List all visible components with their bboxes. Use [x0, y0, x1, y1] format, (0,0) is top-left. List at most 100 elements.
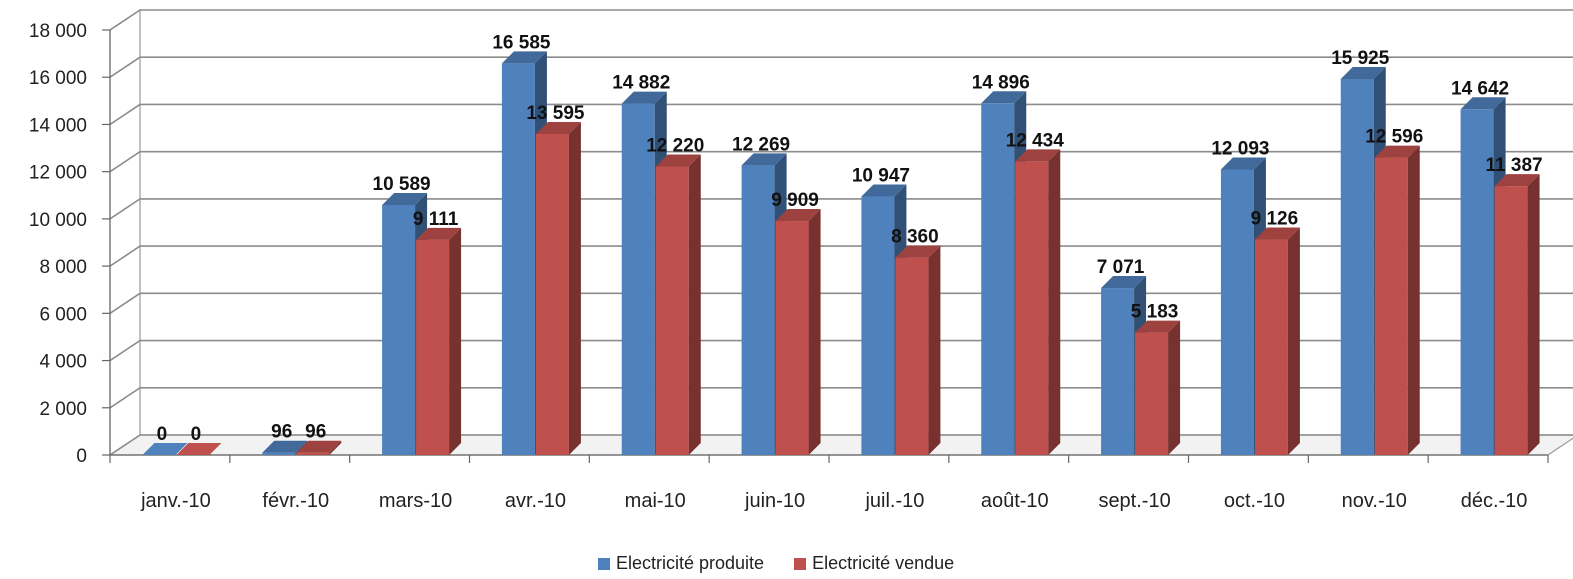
- legend: Electricité produite Electricité vendue: [598, 553, 954, 574]
- bar-top: [296, 440, 342, 453]
- y-tick-label: 2 000: [39, 399, 87, 420]
- bar: [142, 443, 188, 455]
- side-wall: [109, 8, 141, 457]
- bar-top: [1135, 320, 1181, 333]
- x-tick-label: juil.-10: [864, 490, 924, 512]
- data-label: 5 183: [1131, 302, 1179, 323]
- data-label: 15 925: [1331, 48, 1390, 69]
- bar: [1494, 174, 1540, 456]
- data-label: 13 595: [526, 103, 585, 124]
- gridline: [109, 198, 1573, 220]
- bar-front: [1220, 169, 1254, 456]
- data-label: 12 269: [732, 134, 790, 155]
- bar-top: [501, 51, 547, 64]
- data-label: 14 642: [1451, 78, 1509, 99]
- bar-top: [775, 209, 821, 222]
- bar-top: [1494, 174, 1540, 187]
- gridline: [109, 9, 1573, 31]
- x-tick-label: juin-10: [744, 490, 805, 512]
- bar-front: [775, 221, 809, 455]
- y-tick-label: 0: [76, 446, 87, 467]
- bar-side: [1168, 320, 1181, 455]
- data-label: 96: [305, 422, 326, 443]
- bar-top: [1254, 227, 1300, 240]
- bar-front: [1460, 109, 1494, 456]
- bar-top: [1374, 145, 1420, 158]
- bar: [416, 227, 462, 455]
- bar-top: [981, 91, 1027, 104]
- bar-front: [382, 204, 416, 455]
- x-axis: janv.-10 févr.-10 mars-10 avr.-10 mai-10 juin…: [109, 454, 1549, 512]
- bar-front: [535, 134, 569, 455]
- bar-top: [1340, 66, 1386, 79]
- legend-swatch-vendue: [794, 557, 807, 570]
- bar-front: [1015, 161, 1049, 456]
- bar-front: [655, 166, 689, 455]
- bar-front: [296, 452, 330, 455]
- x-tick-label: févr.-10: [262, 490, 329, 512]
- data-label: 8 360: [891, 227, 939, 248]
- legend-swatch-produite: [598, 557, 610, 570]
- bar: [176, 443, 222, 455]
- bar-top: [621, 91, 667, 104]
- bar-front: [1494, 186, 1528, 456]
- data-labels: 0 96 10 589 16 585 14 882 12 269 10 947 14 896 7…: [157, 32, 1543, 445]
- data-label: 0: [157, 424, 168, 445]
- bar: [1015, 149, 1061, 456]
- data-label: 9 111: [413, 209, 459, 230]
- data-label: 12 596: [1365, 127, 1423, 148]
- bar: [1254, 227, 1300, 455]
- data-label: 96: [271, 422, 292, 443]
- gridline: [109, 56, 1573, 78]
- bar-front: [416, 239, 450, 455]
- bar: [535, 122, 581, 455]
- bar-side: [568, 122, 581, 455]
- y-tick-label: 16 000: [29, 68, 87, 89]
- bar-top: [1220, 157, 1266, 170]
- bar-top: [416, 227, 462, 240]
- x-tick-label: août-10: [981, 490, 1049, 512]
- bar: [775, 209, 821, 455]
- bar-side: [1287, 227, 1300, 455]
- bar-flat: [176, 443, 222, 455]
- data-label: 12 093: [1211, 138, 1269, 159]
- bar-top: [1101, 276, 1147, 289]
- bar: [1374, 145, 1420, 455]
- bar-front: [1374, 157, 1408, 455]
- bar-top: [1015, 149, 1061, 162]
- bar-front: [861, 196, 895, 455]
- data-label: 9 126: [1251, 209, 1299, 230]
- bar: [1135, 320, 1181, 455]
- data-label: 0: [191, 424, 202, 445]
- x-tick-label: mars-10: [379, 490, 452, 512]
- gridline: [109, 386, 1573, 409]
- x-tick-label: mai-10: [625, 490, 686, 512]
- bar-side: [688, 154, 701, 455]
- y-tick-label: 8 000: [39, 257, 87, 278]
- y-tick-label: 18 000: [29, 21, 87, 42]
- data-label: 12 434: [1006, 130, 1065, 151]
- legend-label-vendue: Electricité vendue: [812, 553, 955, 573]
- bar-top: [262, 440, 308, 453]
- bar-front: [741, 165, 775, 455]
- data-label: 11 387: [1486, 155, 1543, 176]
- x-tick-label: nov.-10: [1342, 490, 1407, 512]
- x-tick-label: sept.-10: [1098, 490, 1170, 512]
- bar-top: [655, 154, 701, 167]
- gridline: [109, 103, 1573, 126]
- bar-top: [382, 192, 428, 205]
- gridline: [109, 292, 1573, 314]
- legend-item-produite: Electricité produite: [598, 553, 764, 574]
- bar-side: [1048, 149, 1061, 456]
- bar-side: [449, 227, 462, 455]
- chart-back-wall: [108, 8, 1573, 457]
- bar-side: [808, 209, 821, 455]
- y-axis: 0 2 000 4 000 6 000 8 000 10 000 12 000 14 000 1…: [29, 21, 111, 467]
- bar: [296, 440, 342, 455]
- bar-front: [981, 103, 1015, 456]
- y-tick-label: 10 000: [29, 210, 87, 231]
- gridlines: [109, 9, 1573, 456]
- bar-top: [1460, 97, 1506, 110]
- bar-side: [1407, 145, 1420, 455]
- bar-top: [741, 153, 787, 166]
